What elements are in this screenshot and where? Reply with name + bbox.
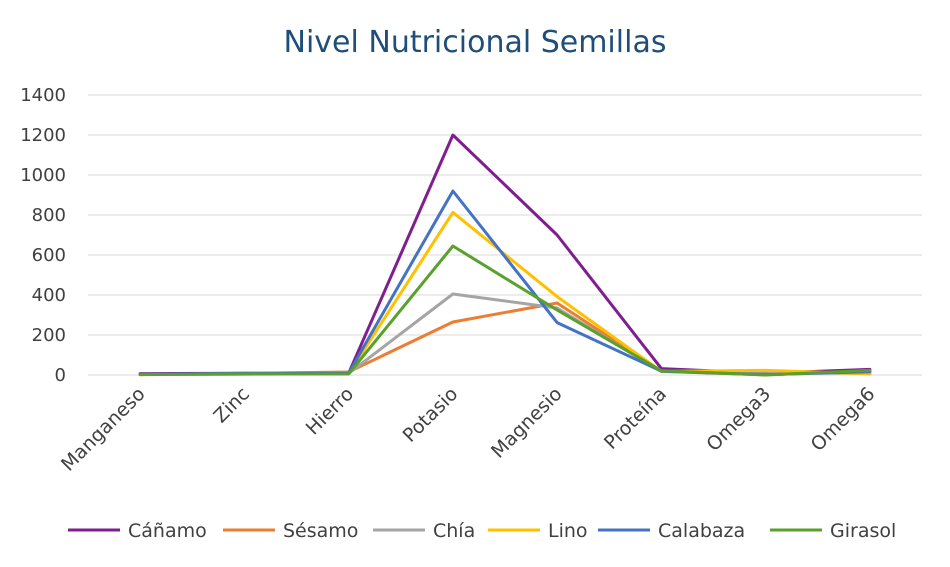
y-tick-label: 1200 bbox=[20, 125, 66, 146]
y-tick-label: 400 bbox=[32, 285, 66, 306]
x-tick-label: Omega3 bbox=[702, 383, 775, 456]
x-tick-label: Magnesio bbox=[487, 383, 567, 463]
x-tick-label: Zinc bbox=[210, 383, 254, 427]
legend-label: Chía bbox=[433, 520, 475, 542]
legend: Cáñamo Sésamo Chía Lino Calabaza Girasol bbox=[68, 520, 896, 542]
y-tick-label: 800 bbox=[32, 205, 66, 226]
series-line bbox=[138, 244, 872, 377]
y-tick-label: 1000 bbox=[20, 165, 66, 186]
y-tick-label: 0 bbox=[55, 365, 66, 386]
series-lines bbox=[138, 133, 872, 377]
x-tick-label: Manganeso bbox=[57, 383, 150, 476]
y-axis-ticks: 0 200 400 600 800 1000 1200 1400 bbox=[20, 85, 66, 386]
legend-label: Cáñamo bbox=[128, 520, 207, 542]
y-tick-label: 600 bbox=[32, 245, 66, 266]
legend-label: Sésamo bbox=[283, 520, 358, 542]
series-line bbox=[138, 292, 872, 376]
series-line bbox=[138, 301, 872, 377]
x-tick-label: Potasio bbox=[399, 383, 463, 447]
gridlines bbox=[88, 94, 922, 376]
chart-title: Nivel Nutricional Semillas bbox=[284, 25, 667, 60]
y-tick-label: 200 bbox=[32, 325, 66, 346]
x-axis-ticks: Manganeso Zinc Hierro Potasio Magnesio Proteí… bbox=[57, 383, 879, 476]
series-line bbox=[138, 210, 872, 376]
series-line bbox=[138, 189, 872, 377]
x-tick-label: Omega6 bbox=[807, 383, 880, 456]
legend-label: Lino bbox=[548, 520, 588, 542]
legend-label: Calabaza bbox=[658, 520, 745, 542]
x-tick-label: Proteína bbox=[600, 383, 671, 454]
legend-label: Girasol bbox=[830, 520, 896, 542]
y-tick-label: 1400 bbox=[20, 85, 66, 106]
x-tick-label: Hierro bbox=[302, 383, 358, 439]
